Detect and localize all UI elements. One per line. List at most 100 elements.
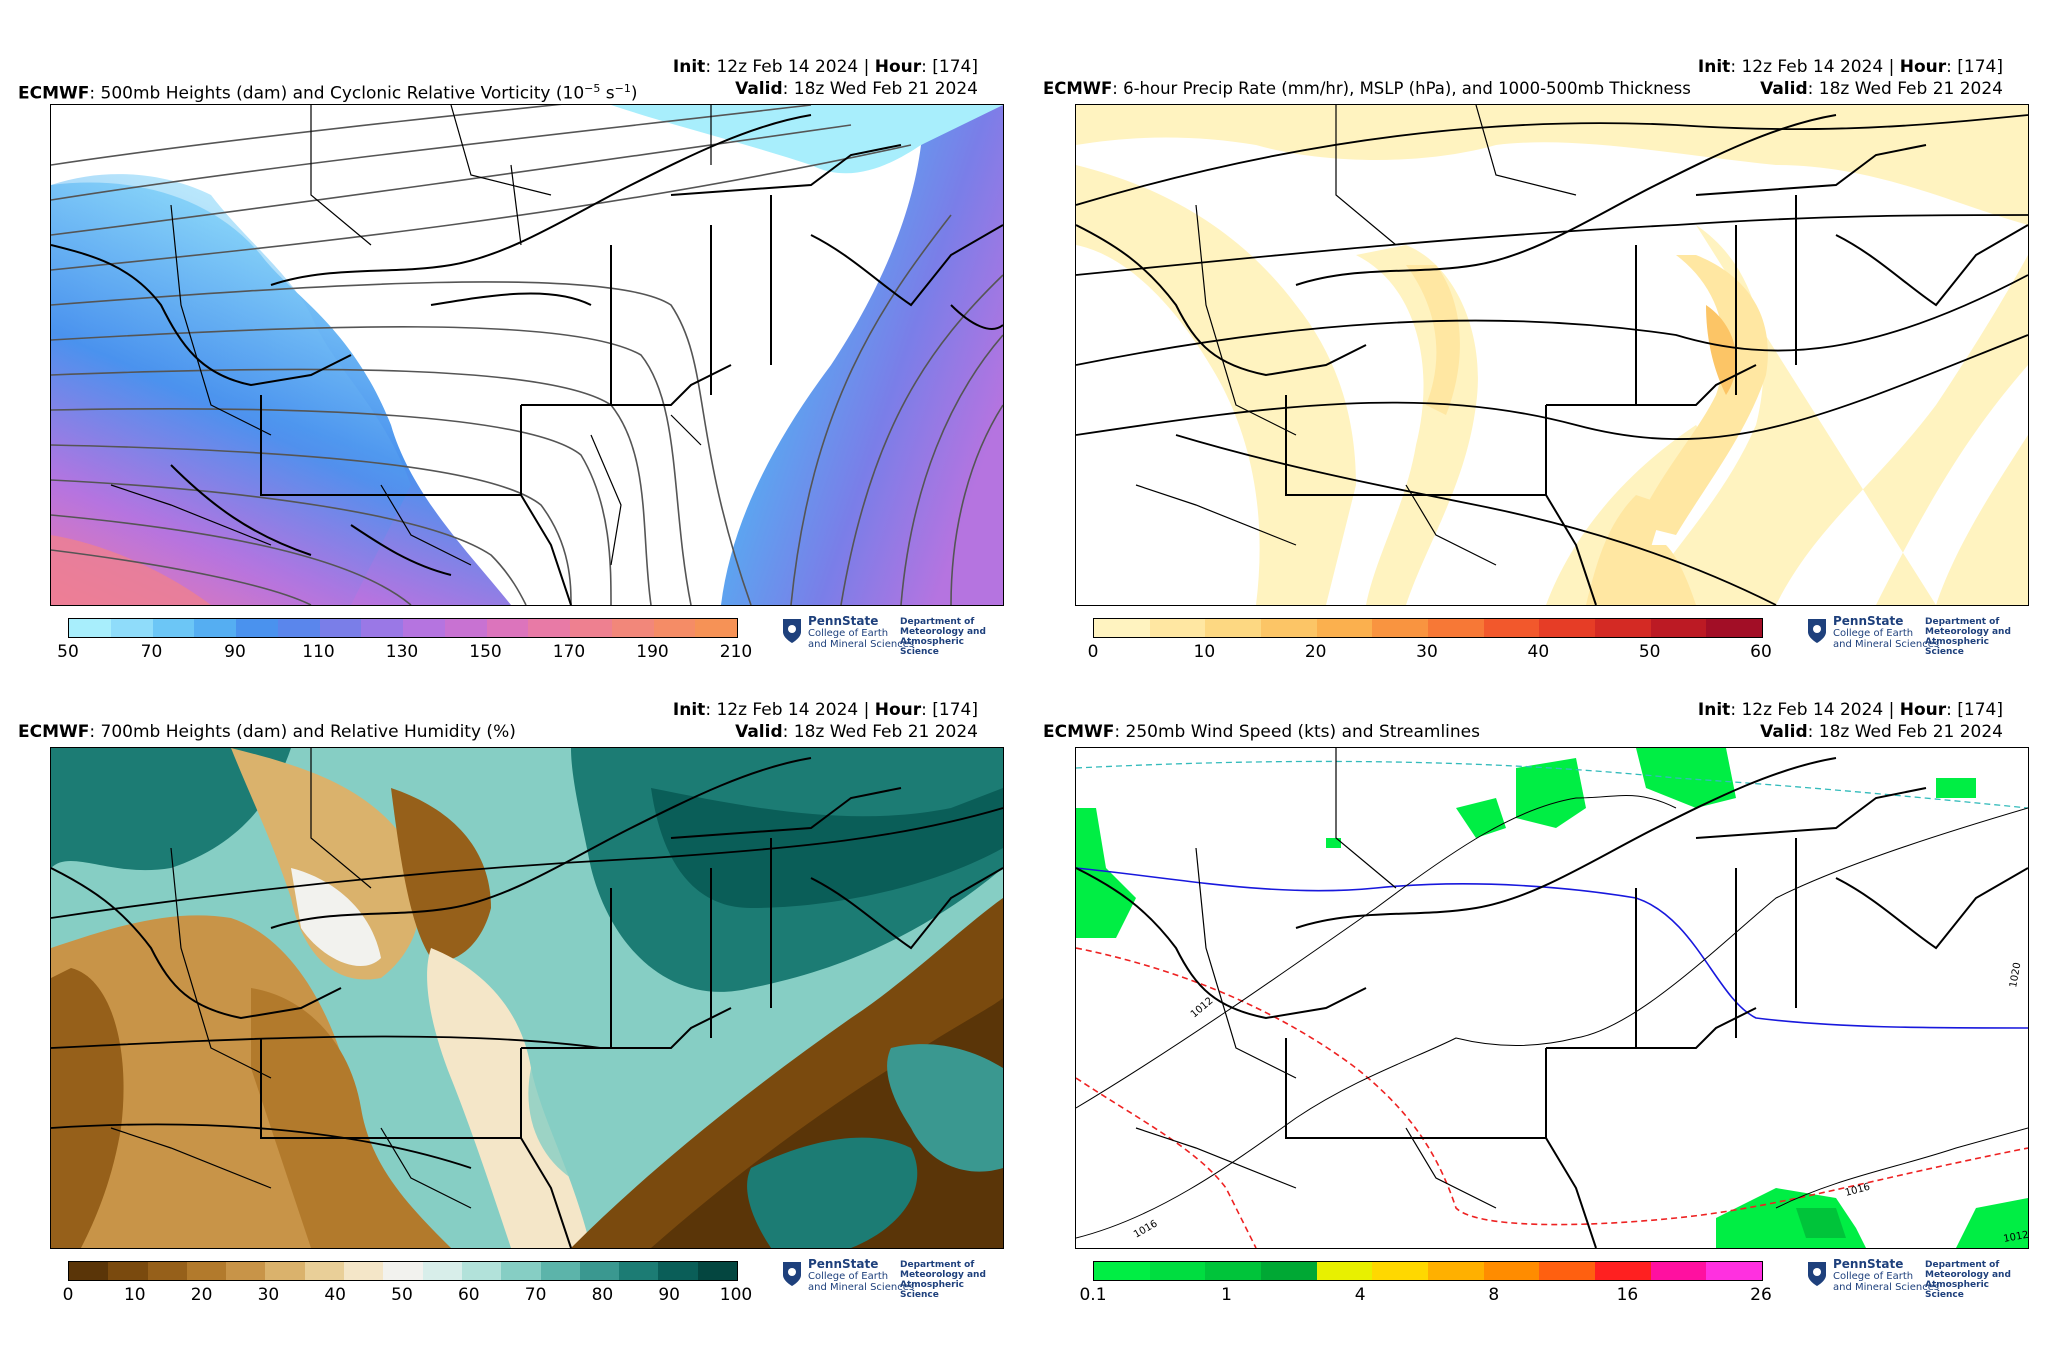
colorbar-segment: [461, 1262, 502, 1280]
dept-text: Department of Meteorology and Atmospheric …: [1925, 1260, 2011, 1300]
colorbar-tick-label: 0: [62, 1285, 74, 1305]
colorbar-segment: [1483, 1262, 1540, 1280]
colorbar-tick-label: 50: [1638, 642, 1661, 662]
colorbar-segment: [147, 1262, 187, 1280]
colorbar-tick-label: 210: [719, 642, 753, 662]
shield-icon: [783, 1262, 801, 1286]
colorbar-tick-label: 1: [1221, 1285, 1233, 1305]
colorbar-segment: [1539, 619, 1596, 637]
colorbar-tick-label: 50: [391, 1285, 413, 1305]
colorbar-segment: [1483, 619, 1540, 637]
contour-label: 1020: [2008, 962, 2023, 989]
colorbar-segment: [1372, 619, 1429, 637]
colorbar-segment: [1428, 1262, 1484, 1280]
colorbar-tick-label: 70: [524, 1285, 547, 1305]
colorbar-ticks: 0.1 1 4 8 16 26: [1079, 1285, 1771, 1307]
colorbar-segment: [304, 1262, 345, 1280]
colorbar-segment: [611, 619, 654, 637]
colorbar-segment: [501, 1262, 541, 1280]
colorbar-tick-label: 26: [1750, 1285, 1772, 1305]
colorbar-ticks: 50 70 90 110 130 150 170 190 210: [57, 642, 752, 664]
colorbar-segment: [194, 619, 236, 637]
logo-text: PennState College of Earth and Mineral Sci…: [1833, 614, 1940, 650]
map-title: ECMWF: 700mb Heights (dam) and Relative …: [18, 722, 516, 742]
colorbar-tick-label: 30: [1416, 642, 1438, 662]
colorbar-tick-label: 4: [1354, 1285, 1366, 1305]
logo-text: PennState College of Earth and Mineral Sci…: [1833, 1257, 1940, 1293]
colorbar: [1093, 1261, 1763, 1281]
colorbar-ticks: 0 10 20 30 40 50 60 70 80 90 100: [63, 1285, 753, 1307]
panel-700mb-rh: Init: 12z Feb 14 2024 | Hour: [174] ECMW…: [0, 673, 1004, 1313]
dept-text: Department of Meteorology and Atmospheric …: [900, 617, 986, 657]
colorbar-segment: [226, 1262, 266, 1280]
colorbar-tick-label: 60: [1750, 642, 1772, 662]
colorbar-tick-label: 0.1: [1079, 1285, 1107, 1305]
colorbar-tick-label: 8: [1488, 1285, 1500, 1305]
colorbar-segment: [1595, 1262, 1651, 1280]
map-title: ECMWF: 6-hour Precip Rate (mm/hr), MSLP …: [1043, 79, 1691, 98]
colorbar-tick-label: 10: [123, 1285, 146, 1305]
colorbar-segment: [653, 619, 696, 637]
colorbar-segment: [1316, 619, 1373, 637]
colorbar-tick-label: 170: [552, 642, 586, 662]
colorbar: [68, 1261, 738, 1281]
colorbar: [1093, 618, 1763, 638]
colorbar-segment: [1706, 1262, 1763, 1280]
panel-250mb-wind: Init: 12z Feb 14 2024 | Hour: [174] ECMW…: [1025, 673, 2029, 1313]
colorbar-segment: [186, 1262, 227, 1280]
logo-text: PennState College of Earth and Mineral Sci…: [808, 614, 915, 650]
colorbar-segment: [344, 1262, 384, 1280]
logo-text: PennState College of Earth and Mineral Sci…: [808, 1257, 915, 1293]
pennstate-logo: PennState College of Earth and Mineral Sci…: [782, 1257, 992, 1300]
init-line: Init: 12z Feb 14 2024 | Hour: [174]: [672, 700, 978, 720]
colorbar-segment: [1595, 619, 1651, 637]
colorbar-tick-label: 40: [1527, 642, 1550, 662]
colorbar-tick-label: 30: [257, 1285, 280, 1305]
shield-icon: [1808, 619, 1826, 643]
colorbar-segment: [1149, 1262, 1206, 1280]
valid-line: Valid: 18z Wed Feb 21 2024: [1760, 79, 2003, 99]
pennstate-logo: PennState College of Earth and Mineral Sci…: [1807, 614, 2017, 657]
colorbar-tick-label: 190: [636, 642, 669, 662]
colorbar-segment: [1650, 619, 1707, 637]
colorbar-segment: [1706, 619, 1763, 637]
colorbar-tick-label: 50: [57, 642, 79, 662]
panel-500mb-vorticity: Init: 12z Feb 14 2024 | Hour: [174] ECMW…: [0, 30, 1004, 670]
map-title: ECMWF: 250mb Wind Speed (kts) and Stream…: [1043, 722, 1480, 742]
contour-label: 1012: [2003, 1230, 2028, 1245]
valid-line: Valid: 18z Wed Feb 21 2024: [1760, 722, 2003, 742]
colorbar-tick-label: 130: [385, 642, 419, 662]
colorbar-tick-label: 150: [469, 642, 502, 662]
colorbar-segment: [1316, 1262, 1373, 1280]
colorbar-segment: [277, 619, 320, 637]
colorbar-segment: [319, 619, 362, 637]
colorbar-segment: [1149, 619, 1206, 637]
colorbar-tick-label: 10: [1193, 642, 1216, 662]
shield-icon: [783, 619, 801, 643]
colorbar-segment: [108, 1262, 148, 1280]
colorbar-tick-label: 80: [591, 1285, 614, 1305]
wind-map: 1012 1016 1016 1020 1012: [1075, 747, 2029, 1249]
colorbar-segment: [152, 619, 195, 637]
colorbar-segment: [110, 619, 153, 637]
colorbar-segment: [265, 1262, 305, 1280]
init-line: Init: 12z Feb 14 2024 | Hour: [174]: [672, 57, 978, 77]
colorbar-tick-label: 110: [302, 642, 335, 662]
valid-line: Valid: 18z Wed Feb 21 2024: [735, 722, 978, 742]
colorbar-segment: [1261, 619, 1317, 637]
colorbar-segment: [695, 619, 737, 637]
colorbar-tick-label: 20: [190, 1285, 213, 1305]
colorbar-tick-label: 16: [1616, 1285, 1639, 1305]
colorbar-tick-label: 90: [224, 642, 246, 662]
valid-line: Valid: 18z Wed Feb 21 2024: [735, 79, 978, 99]
colorbar-segment: [1261, 1262, 1317, 1280]
colorbar-tick-label: 90: [658, 1285, 681, 1305]
colorbar-tick-label: 40: [324, 1285, 347, 1305]
init-line: Init: 12z Feb 14 2024 | Hour: [174]: [1697, 700, 2003, 720]
colorbar-tick-label: 100: [719, 1285, 753, 1305]
colorbar-segment: [1539, 1262, 1596, 1280]
colorbar-tick-label: 20: [1304, 642, 1327, 662]
pennstate-logo: PennState College of Earth and Mineral Sci…: [782, 614, 992, 657]
humidity-map: [50, 747, 1004, 1249]
colorbar-segment: [69, 1262, 109, 1280]
